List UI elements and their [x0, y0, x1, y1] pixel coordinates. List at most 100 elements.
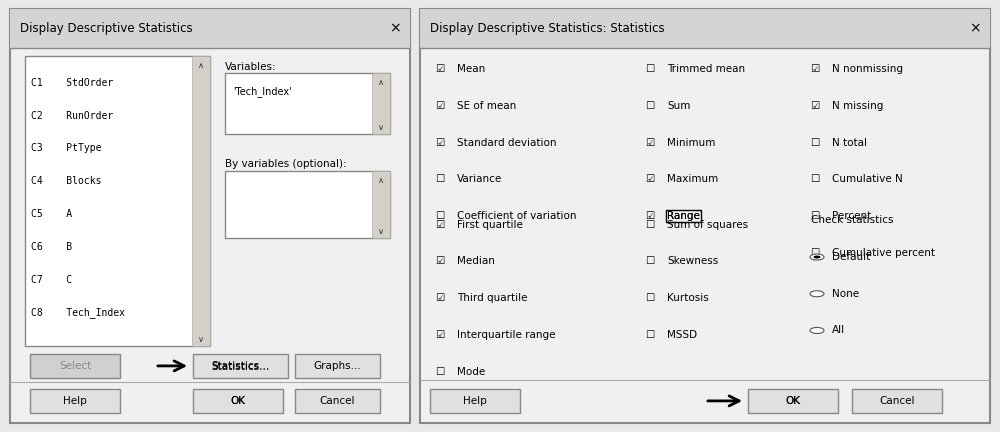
- Text: Display Descriptive Statistics: Statistics: Display Descriptive Statistics: Statisti…: [430, 22, 665, 35]
- Text: ☑: ☑: [435, 256, 444, 267]
- Text: ☐: ☐: [810, 137, 819, 148]
- FancyBboxPatch shape: [852, 389, 942, 413]
- Text: ☑: ☑: [435, 330, 444, 340]
- Text: OK: OK: [786, 396, 800, 406]
- Text: ☑: ☑: [645, 174, 654, 184]
- Text: By variables (optional):: By variables (optional):: [225, 159, 347, 169]
- Text: Third quartile: Third quartile: [457, 293, 528, 303]
- Text: Mode: Mode: [457, 366, 485, 377]
- Text: MSSD: MSSD: [667, 330, 697, 340]
- Text: OK: OK: [230, 396, 246, 406]
- FancyBboxPatch shape: [295, 389, 380, 413]
- Text: SE of mean: SE of mean: [457, 101, 516, 111]
- Text: ☐: ☐: [810, 248, 819, 258]
- Text: Coefficient of variation: Coefficient of variation: [457, 211, 576, 221]
- Circle shape: [810, 291, 824, 297]
- Circle shape: [810, 327, 824, 334]
- Text: 'Tech_Index': 'Tech_Index': [233, 86, 292, 97]
- Text: Trimmed mean: Trimmed mean: [667, 64, 745, 74]
- FancyBboxPatch shape: [30, 389, 120, 413]
- FancyBboxPatch shape: [10, 9, 410, 423]
- Text: ☐: ☐: [645, 64, 654, 74]
- Text: Variables:: Variables:: [225, 62, 277, 72]
- Text: Graphs...: Graphs...: [314, 361, 361, 371]
- Text: ☐: ☐: [810, 174, 819, 184]
- Text: ☐: ☐: [645, 330, 654, 340]
- Text: Cumulative percent: Cumulative percent: [832, 248, 935, 258]
- Text: Standard deviation: Standard deviation: [457, 137, 556, 148]
- Text: N missing: N missing: [832, 101, 883, 111]
- Text: ☑: ☑: [435, 293, 444, 303]
- FancyBboxPatch shape: [225, 171, 390, 238]
- Text: Cumulative N: Cumulative N: [832, 174, 903, 184]
- FancyBboxPatch shape: [225, 73, 390, 134]
- Text: Skewness: Skewness: [667, 256, 718, 267]
- Text: ☑: ☑: [435, 219, 444, 230]
- Text: ☐: ☐: [810, 211, 819, 221]
- Text: ☐: ☐: [645, 256, 654, 267]
- Text: ×: ×: [969, 21, 981, 35]
- Text: Variance: Variance: [457, 174, 502, 184]
- Text: N nonmissing: N nonmissing: [832, 64, 903, 74]
- Text: Range: Range: [667, 211, 700, 221]
- Text: Cancel: Cancel: [320, 396, 355, 406]
- Text: ∨: ∨: [198, 335, 204, 343]
- FancyBboxPatch shape: [372, 171, 390, 238]
- Text: All: All: [832, 325, 845, 336]
- Text: ☐: ☐: [645, 219, 654, 230]
- Text: Cancel: Cancel: [879, 396, 915, 406]
- FancyBboxPatch shape: [420, 9, 990, 48]
- Text: None: None: [832, 289, 859, 299]
- Text: ∨: ∨: [378, 227, 384, 235]
- Text: ☐: ☐: [645, 293, 654, 303]
- Circle shape: [810, 254, 824, 260]
- Text: C2    RunOrder: C2 RunOrder: [31, 111, 113, 121]
- FancyBboxPatch shape: [748, 389, 838, 413]
- Text: ☐: ☐: [435, 366, 444, 377]
- Text: Help: Help: [463, 396, 487, 406]
- Text: Kurtosis: Kurtosis: [667, 293, 709, 303]
- FancyBboxPatch shape: [193, 354, 288, 378]
- FancyBboxPatch shape: [430, 389, 520, 413]
- Text: ×: ×: [389, 21, 401, 35]
- Text: C6    B: C6 B: [31, 242, 72, 252]
- Text: ∧: ∧: [378, 176, 384, 184]
- Text: ☑: ☑: [645, 137, 654, 148]
- Text: Percent: Percent: [832, 211, 871, 221]
- Text: C3    PtType: C3 PtType: [31, 143, 102, 153]
- Text: Help: Help: [63, 396, 87, 406]
- Text: ∧: ∧: [198, 61, 204, 70]
- Text: ☐: ☐: [435, 211, 444, 221]
- Text: Sum: Sum: [667, 101, 690, 111]
- Text: ☑: ☑: [810, 101, 819, 111]
- Text: First quartile: First quartile: [457, 219, 523, 230]
- Text: ☑: ☑: [435, 101, 444, 111]
- FancyBboxPatch shape: [10, 9, 410, 48]
- Text: Interquartile range: Interquartile range: [457, 330, 556, 340]
- Text: ∨: ∨: [378, 123, 384, 132]
- Text: C8    Tech_Index: C8 Tech_Index: [31, 308, 125, 318]
- Text: ☐: ☐: [645, 101, 654, 111]
- Text: C4    Blocks: C4 Blocks: [31, 176, 102, 186]
- FancyBboxPatch shape: [193, 389, 283, 413]
- FancyBboxPatch shape: [30, 354, 120, 378]
- Text: Maximum: Maximum: [667, 174, 718, 184]
- FancyBboxPatch shape: [25, 56, 210, 346]
- Text: C7    C: C7 C: [31, 275, 72, 285]
- Text: C5    A: C5 A: [31, 209, 72, 219]
- Text: ☑: ☑: [435, 64, 444, 74]
- Text: OK: OK: [786, 396, 800, 406]
- Text: Default: Default: [832, 252, 870, 262]
- FancyBboxPatch shape: [372, 73, 390, 134]
- Text: Select: Select: [59, 361, 91, 371]
- Text: Mean: Mean: [457, 64, 485, 74]
- Text: ☑: ☑: [435, 137, 444, 148]
- FancyBboxPatch shape: [420, 9, 990, 423]
- Text: ☑: ☑: [810, 64, 819, 74]
- FancyBboxPatch shape: [295, 354, 380, 378]
- Circle shape: [814, 256, 821, 258]
- Text: Display Descriptive Statistics: Display Descriptive Statistics: [20, 22, 193, 35]
- Text: Check statistics: Check statistics: [811, 215, 894, 226]
- Text: ☑: ☑: [645, 211, 654, 221]
- Text: Sum of squares: Sum of squares: [667, 219, 748, 230]
